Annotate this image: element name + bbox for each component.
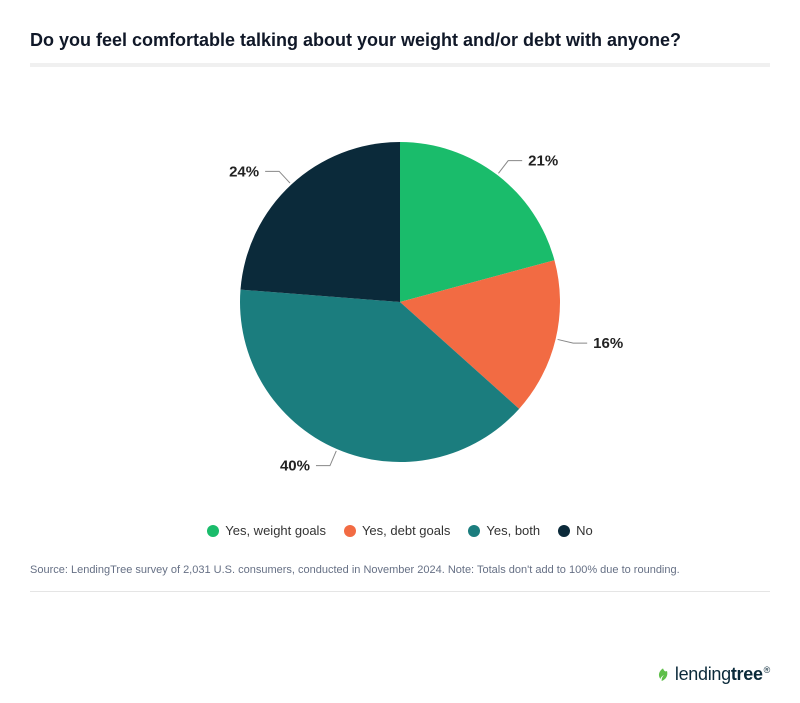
slice-label: 16%	[593, 335, 623, 352]
leader-line	[558, 339, 588, 343]
legend-swatch	[344, 525, 356, 537]
brand-part1: lending	[675, 664, 731, 684]
bottom-divider	[30, 591, 770, 592]
brand-logo: lendingtree®	[655, 664, 770, 685]
legend-item: Yes, debt goals	[344, 523, 450, 538]
legend-swatch	[207, 525, 219, 537]
legend-label: Yes, weight goals	[225, 523, 326, 538]
registered-mark: ®	[764, 665, 770, 675]
legend-swatch	[468, 525, 480, 537]
leader-line	[316, 451, 336, 466]
pie-chart-svg: 21% 16% 40% 24%	[30, 87, 770, 517]
legend-label: Yes, debt goals	[362, 523, 450, 538]
legend: Yes, weight goals Yes, debt goals Yes, bot…	[30, 523, 770, 538]
legend-item: Yes, both	[468, 523, 540, 538]
pie-slice	[240, 142, 400, 302]
slice-label: 21%	[528, 153, 558, 170]
slice-label: 40%	[280, 458, 310, 475]
pie-chart-area: 21% 16% 40% 24%	[30, 87, 770, 517]
title-divider	[30, 63, 770, 67]
brand-wordmark: lendingtree®	[675, 664, 770, 685]
legend-item: Yes, weight goals	[207, 523, 326, 538]
legend-item: No	[558, 523, 593, 538]
leader-line	[265, 171, 290, 183]
brand-part2: tree	[731, 664, 763, 684]
legend-label: No	[576, 523, 593, 538]
legend-label: Yes, both	[486, 523, 540, 538]
leaf-icon	[655, 667, 671, 683]
legend-swatch	[558, 525, 570, 537]
source-note: Source: LendingTree survey of 2,031 U.S.…	[30, 562, 770, 579]
slice-label: 24%	[229, 163, 259, 180]
chart-title: Do you feel comfortable talking about yo…	[30, 30, 770, 51]
leader-line	[498, 161, 522, 174]
